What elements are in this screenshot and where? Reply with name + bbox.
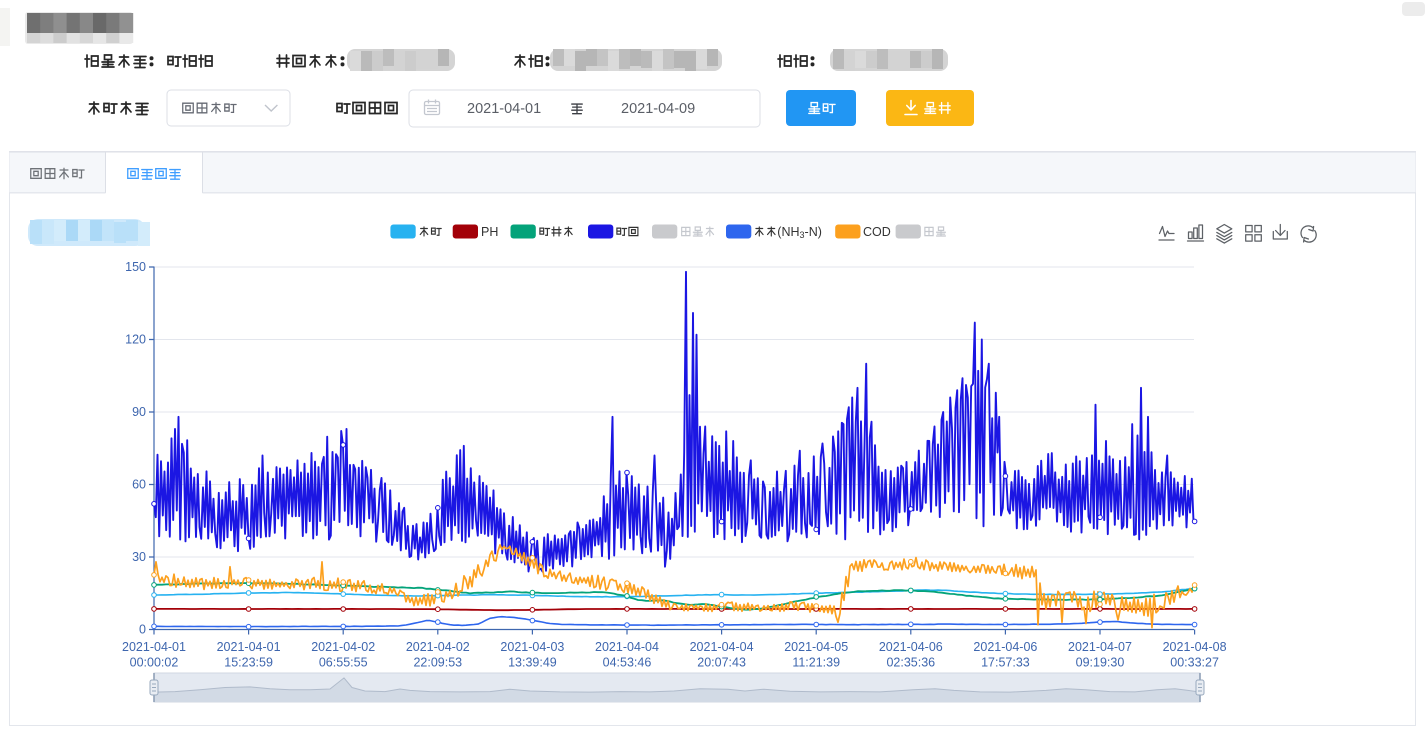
svg-text:30: 30: [132, 550, 146, 564]
svg-text:2021-04-05: 2021-04-05: [784, 640, 848, 654]
svg-text:2021-04-01: 2021-04-01: [467, 101, 541, 117]
svg-text:2021-04-08: 2021-04-08: [1163, 640, 1227, 654]
svg-text:13:39:49: 13:39:49: [508, 656, 557, 670]
svg-text:20:07:43: 20:07:43: [697, 656, 746, 670]
svg-text:04:53:46: 04:53:46: [603, 656, 652, 670]
svg-text:2021-04-03: 2021-04-03: [500, 640, 564, 654]
svg-text:120: 120: [125, 333, 146, 347]
svg-text:2021-04-04: 2021-04-04: [690, 640, 754, 654]
svg-text:2021-04-02: 2021-04-02: [311, 640, 375, 654]
svg-text:2021-04-09: 2021-04-09: [621, 101, 695, 117]
svg-text:2021-04-01: 2021-04-01: [217, 640, 281, 654]
svg-text:00:33:27: 00:33:27: [1170, 656, 1219, 670]
svg-text:90: 90: [132, 405, 146, 419]
svg-text:17:57:33: 17:57:33: [981, 656, 1030, 670]
svg-text:2021-04-02: 2021-04-02: [406, 640, 470, 654]
svg-text:0: 0: [139, 623, 146, 637]
svg-text:06:55:55: 06:55:55: [319, 656, 368, 670]
svg-text:PH: PH: [481, 225, 498, 239]
svg-text:2021-04-01: 2021-04-01: [122, 640, 186, 654]
svg-text:2021-04-06: 2021-04-06: [973, 640, 1037, 654]
svg-text:2021-04-07: 2021-04-07: [1068, 640, 1132, 654]
svg-text:2021-04-06: 2021-04-06: [879, 640, 943, 654]
svg-text:02:35:36: 02:35:36: [886, 656, 935, 670]
svg-text:22:09:53: 22:09:53: [413, 656, 462, 670]
svg-text:COD: COD: [863, 225, 891, 239]
svg-text:60: 60: [132, 478, 146, 492]
svg-text:(NH3-N): (NH3-N): [777, 225, 822, 240]
svg-text:11:21:39: 11:21:39: [792, 656, 840, 670]
svg-text:00:00:02: 00:00:02: [130, 656, 179, 670]
svg-text:2021-04-04: 2021-04-04: [595, 640, 659, 654]
svg-text:150: 150: [125, 260, 146, 274]
svg-text:15:23:59: 15:23:59: [224, 656, 273, 670]
svg-text:09:19:30: 09:19:30: [1076, 656, 1125, 670]
